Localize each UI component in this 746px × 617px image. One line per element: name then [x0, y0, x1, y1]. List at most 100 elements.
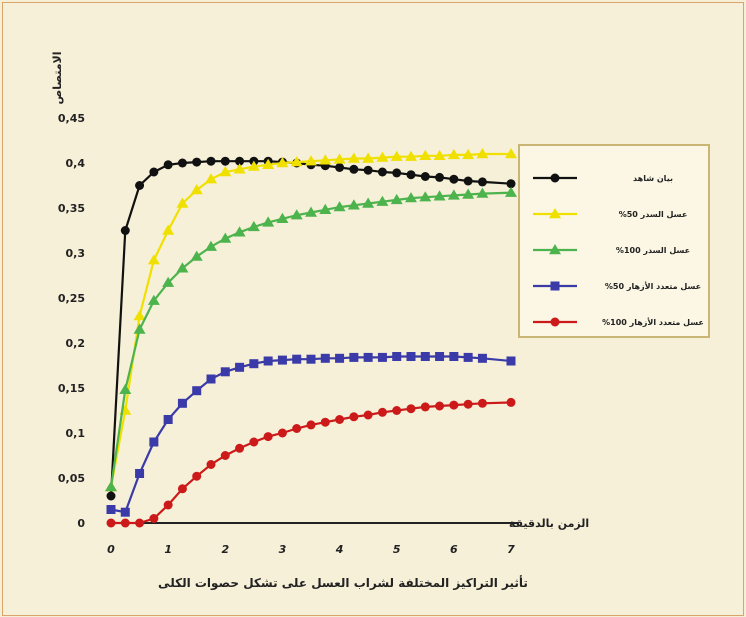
data-point [190, 184, 203, 195]
data-point [392, 352, 402, 361]
data-point [505, 186, 517, 197]
data-point [305, 206, 317, 217]
data-point [147, 254, 160, 265]
legend-swatch-marker [550, 281, 560, 291]
data-point [463, 399, 473, 409]
data-point [419, 149, 432, 160]
data-point [106, 505, 116, 514]
data-point [176, 262, 189, 273]
data-point [233, 226, 246, 237]
data-point [249, 437, 259, 447]
data-point [462, 188, 475, 199]
series-line [109, 191, 512, 488]
legend-label: بيان شاهد [633, 174, 673, 183]
data-point [420, 172, 430, 181]
data-point [435, 172, 445, 182]
data-point [192, 471, 202, 481]
data-point [292, 424, 302, 433]
y-tick-label: 0,35 [58, 202, 85, 215]
data-point [263, 432, 273, 442]
data-point [405, 192, 417, 203]
data-point [247, 160, 260, 171]
data-point [447, 148, 460, 160]
data-point [463, 176, 473, 186]
data-point [277, 355, 287, 365]
legend-label: عسل متعدد الأزهار 50% [605, 281, 701, 291]
x-tick-label: 6 [450, 543, 458, 556]
data-point [320, 417, 330, 427]
data-point [247, 220, 260, 232]
data-point [305, 155, 317, 166]
data-point [219, 166, 232, 177]
data-point [363, 352, 373, 362]
legend-swatch-marker [550, 173, 560, 183]
y-tick-labels: 0 0,05 0,1 0,15 0,2 0,25 0,3 0,35 0,4 0,45 [58, 112, 85, 530]
data-point [506, 179, 516, 189]
legend-swatch-marker [549, 208, 561, 219]
data-point [149, 167, 159, 177]
data-point [235, 443, 245, 453]
data-point [349, 164, 359, 174]
data-point [347, 152, 360, 163]
data-point [276, 212, 289, 223]
data-point [190, 250, 203, 261]
data-point [376, 195, 389, 206]
series-1 [106, 156, 516, 501]
data-point [120, 518, 130, 528]
data-point [363, 165, 373, 175]
series-line [109, 160, 512, 497]
data-point [335, 353, 345, 363]
data-point [106, 518, 116, 528]
data-point [463, 352, 473, 362]
legend-entry: بيان شاهد [533, 173, 673, 183]
data-point [449, 174, 459, 184]
data-point [220, 156, 230, 166]
data-point [347, 199, 360, 210]
data-point [376, 151, 389, 162]
data-point [306, 354, 316, 364]
data-point [120, 507, 130, 517]
data-point [249, 359, 259, 369]
data-point [290, 156, 303, 167]
data-point [362, 152, 375, 163]
data-point [420, 402, 430, 412]
series-3 [105, 186, 517, 492]
data-point [192, 386, 202, 396]
data-point [206, 460, 216, 469]
data-point [206, 156, 216, 166]
series-4 [106, 352, 516, 517]
data-point [377, 352, 387, 362]
data-point [333, 153, 346, 164]
y-axis-label: الامتصاص [51, 51, 64, 104]
data-point [433, 149, 446, 160]
data-point [133, 323, 146, 334]
data-point [292, 354, 302, 364]
data-point [333, 201, 346, 212]
data-point [133, 310, 146, 321]
data-point [177, 398, 187, 408]
data-point [219, 232, 232, 243]
data-point [320, 353, 330, 363]
data-point [362, 197, 375, 208]
data-point [419, 191, 432, 202]
data-point [392, 168, 402, 178]
data-point [506, 397, 516, 407]
legend-box [518, 144, 710, 338]
data-point [262, 216, 275, 227]
data-point [377, 407, 387, 417]
data-point [162, 276, 175, 287]
x-tick-label: 5 [393, 543, 401, 556]
data-point [349, 412, 359, 422]
data-point [135, 518, 145, 528]
data-point [163, 160, 173, 170]
data-point [119, 383, 132, 394]
data-point [220, 451, 230, 460]
data-point [135, 181, 145, 190]
x-tick-label: 0 [107, 543, 115, 556]
legend-entry: عسل السدر 50% [533, 208, 687, 219]
y-tick-label: 0 [77, 517, 85, 530]
series-group [105, 148, 517, 528]
data-point [277, 428, 287, 438]
series-line [111, 401, 512, 525]
